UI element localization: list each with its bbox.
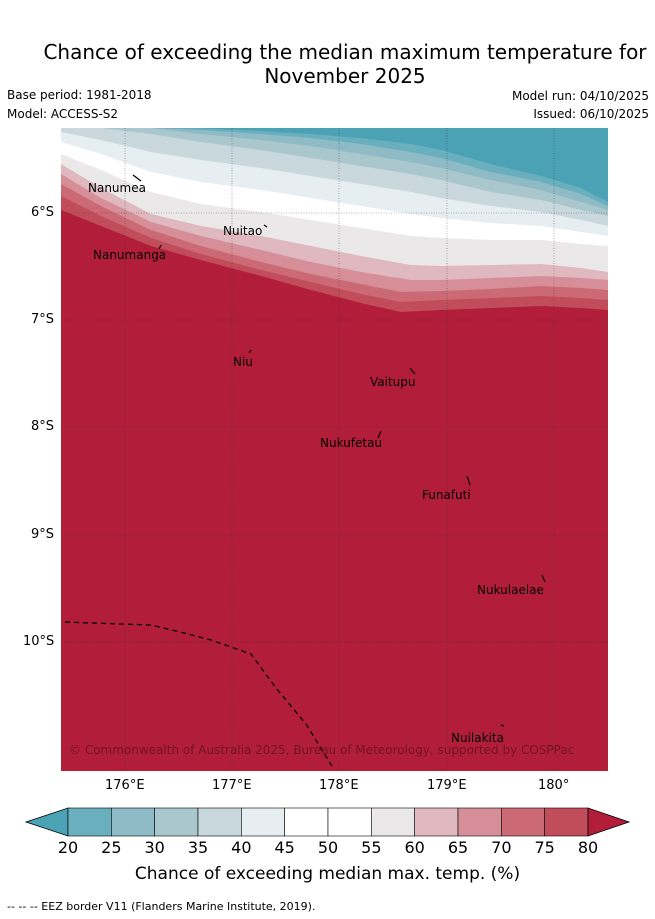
- colorbar-segment: [154, 807, 199, 837]
- place-label-vaitupu: Vaitupu: [370, 375, 416, 389]
- colorbar-segment: [241, 807, 285, 837]
- eez-footnote: -- -- -- EEZ border V11 (Flanders Marine…: [7, 900, 316, 913]
- colorbar-segment: [501, 807, 545, 837]
- band-below-20: [191, 128, 608, 202]
- colorbar-tick-label: 20: [57, 838, 79, 857]
- lon-label-176e: 176°E: [105, 778, 145, 793]
- colorbar-segment: [284, 807, 329, 837]
- place-label-nuitao: Nuitao: [223, 224, 262, 238]
- colorbar-tick-label: 35: [187, 838, 209, 857]
- colorbar-tick-label: 80: [577, 838, 599, 857]
- eez-border: [64, 621, 334, 769]
- place-label-nukufetau: Nukufetau: [320, 436, 382, 450]
- chart-title: Chance of exceeding the median maximum t…: [0, 40, 655, 88]
- colorbar-segment: [371, 807, 415, 837]
- model-name: Model: ACCESS-S2: [7, 107, 119, 121]
- colorbar-tick-label: 25: [101, 838, 122, 857]
- lon-label-178e: 178°E: [319, 778, 359, 793]
- lat-label-10s: 10°S: [23, 634, 55, 649]
- contour-bands: [61, 128, 608, 312]
- lon-label-177e: 177°E: [212, 778, 252, 793]
- place-labels: Nanumea Nuitao Nanumanga Niu Vaitupu Nuk…: [88, 181, 544, 745]
- colorbar-segment: [67, 807, 112, 837]
- base-period: Base period: 1981-2018: [7, 88, 152, 102]
- colorbar: [24, 807, 631, 837]
- gridlines: [61, 128, 608, 771]
- lat-label-6s: 6°S: [31, 205, 55, 220]
- colorbar-segment: [327, 807, 372, 837]
- colorbar-segment: [457, 807, 502, 837]
- copyright-notice: © Commonwealth of Australia 2025, Bureau…: [69, 743, 574, 757]
- islands: [132, 174, 546, 727]
- lat-label-7s: 7°S: [31, 312, 55, 327]
- issued-date: Issued: 06/10/2025: [533, 107, 649, 121]
- place-label-funafuti: Funafuti: [422, 488, 471, 502]
- lon-label-179e: 179°E: [427, 778, 467, 793]
- colorbar-tick-label: 40: [231, 838, 252, 857]
- colorbar-segment: [544, 807, 589, 837]
- lat-label-8s: 8°S: [31, 419, 55, 434]
- lat-label-9s: 9°S: [31, 527, 55, 542]
- colorbar-extend-high: [587, 807, 631, 837]
- colorbar-tick-label: 45: [274, 838, 295, 857]
- colorbar-segment: [111, 807, 155, 837]
- colorbar-tick-label: 70: [491, 838, 512, 857]
- place-label-nukulaelae: Nukulaelae: [477, 583, 544, 597]
- model-run: Model run: 04/10/2025: [511, 89, 649, 103]
- colorbar-segment: [414, 807, 459, 837]
- colorbar-tick-label: 55: [361, 838, 382, 857]
- colorbar-extend-low: [24, 807, 69, 837]
- place-label-nanumea: Nanumea: [88, 181, 146, 195]
- colorbar-tick-label: 60: [404, 838, 425, 857]
- temperature-map: Nanumea Nuitao Nanumanga Niu Vaitupu Nuk…: [61, 128, 608, 771]
- colorbar-tick-label: 65: [447, 838, 469, 857]
- colorbar-tick-label: 50: [317, 838, 339, 857]
- place-label-nanumanga: Nanumanga: [93, 248, 166, 262]
- lon-label-180: 180°: [538, 778, 570, 793]
- title-line-1: Chance of exceeding the median maximum t…: [43, 40, 647, 64]
- colorbar-segment: [197, 807, 242, 837]
- title-line-2: November 2025: [264, 64, 426, 88]
- colorbar-tick-label: 75: [534, 838, 555, 857]
- colorbar-title: Chance of exceeding median max. temp. (%…: [134, 864, 521, 884]
- place-label-niu: Niu: [233, 355, 253, 369]
- place-label-nuilakita: Nuilakita: [451, 731, 504, 745]
- colorbar-tick-label: 30: [144, 838, 165, 857]
